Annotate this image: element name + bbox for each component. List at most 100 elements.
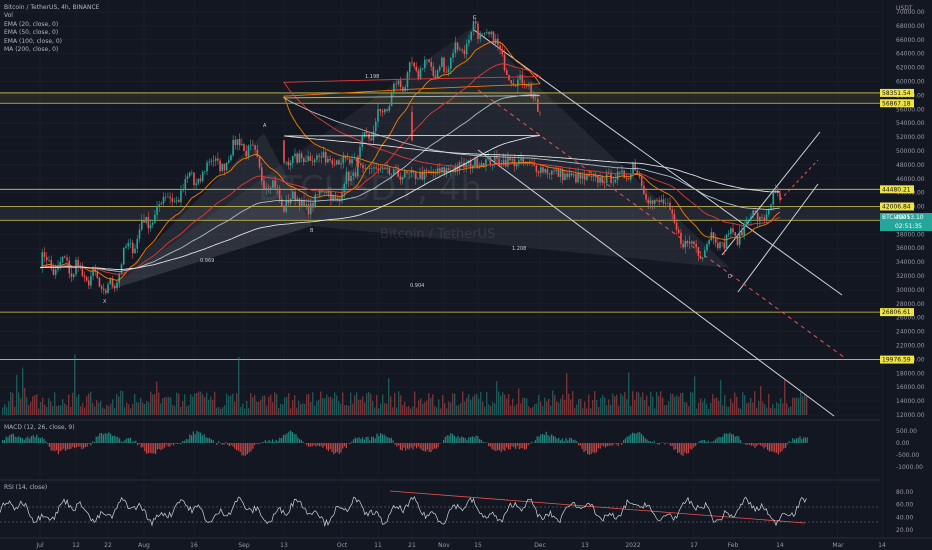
volume-bar	[160, 403, 162, 415]
volume-bar	[776, 402, 778, 415]
candle-body	[370, 138, 373, 141]
indicator-ma200[interactable]: MA (200, close, 0)	[4, 46, 59, 54]
candle-body	[363, 132, 366, 137]
macd-bar	[20, 437, 22, 443]
macd-bar	[88, 443, 90, 444]
volume-bar	[62, 398, 64, 415]
volume-bar	[234, 401, 236, 415]
macd-bar	[374, 438, 376, 443]
candle-body	[195, 183, 197, 186]
candle-body	[359, 146, 361, 158]
volume-bar	[422, 403, 424, 415]
price-tick-label: 60000.00	[896, 78, 925, 85]
macd-bar	[772, 443, 774, 452]
macd-bar	[558, 438, 560, 443]
volume-bar	[68, 394, 70, 415]
candle-body	[714, 238, 717, 243]
channel-up-lower	[737, 183, 819, 293]
rsi-tick-label: 20.00	[896, 527, 913, 534]
volume-bar	[584, 401, 586, 415]
candle-body	[265, 188, 268, 190]
volume-bar	[408, 405, 410, 415]
volume-bar	[42, 397, 44, 415]
ma200-line	[39, 135, 781, 271]
macd-label[interactable]: MACD (12, 26, close, 9)	[4, 424, 75, 431]
volume-bar	[650, 391, 652, 415]
time-tick-label: 11	[374, 542, 382, 549]
pattern-right	[312, 26, 730, 268]
pattern-ratio-label: 1.208	[512, 246, 526, 252]
macd-bar	[99, 433, 101, 443]
macd-bar	[714, 439, 716, 443]
macd-bar	[362, 437, 364, 443]
candle-body	[263, 180, 265, 190]
trend-lines	[473, 29, 846, 417]
rsi-label[interactable]: RSI (14, close)	[4, 484, 48, 491]
candle-body	[45, 257, 48, 261]
candle-body	[695, 244, 697, 248]
macd-bar	[369, 440, 371, 443]
candle-body	[395, 83, 397, 85]
time-tick-label: 12	[72, 542, 80, 549]
volume-bar	[560, 398, 562, 415]
macd-bar	[257, 443, 259, 445]
volume-bar	[700, 398, 702, 415]
macd-bar	[133, 441, 135, 443]
indicator-ema100[interactable]: EMA (100, close, 0)	[4, 37, 63, 45]
time-tick-label: 15	[474, 542, 482, 549]
candle-body	[72, 274, 75, 277]
last-price-badge: BTCUSDT 40453.10 02:51:35	[880, 213, 932, 231]
candle-body	[482, 163, 485, 168]
macd-bar	[180, 443, 182, 445]
candle-body	[438, 66, 441, 71]
macd-bar	[9, 434, 11, 443]
volume-bar	[236, 393, 238, 415]
candle-body	[649, 200, 652, 204]
macd-bar	[110, 433, 112, 443]
volume-bar	[636, 391, 638, 415]
macd-bar	[315, 443, 317, 447]
candle-body	[342, 156, 345, 164]
time-axis[interactable]: Jul 12 22 Aug 16 Sep 13 Oct 11 21 Nov 15 Dec 13 2022 17…	[35, 542, 886, 549]
volume-bar	[564, 399, 566, 415]
pattern-point-label: X	[103, 299, 107, 305]
volume-bar	[514, 406, 516, 415]
candle-body	[386, 109, 388, 111]
macd-bar	[311, 443, 313, 447]
volume-bar	[282, 404, 284, 415]
macd-bar	[32, 435, 34, 443]
candle-body	[434, 75, 437, 79]
indicator-ema50[interactable]: EMA (50, close, 0)	[4, 29, 59, 37]
macd-bar	[718, 436, 720, 443]
macd-bar	[84, 443, 86, 448]
volume-bar	[388, 378, 390, 415]
volume-bar	[20, 398, 22, 415]
macd-bar	[3, 440, 5, 443]
volume-bar	[226, 393, 228, 415]
macd-bar	[795, 438, 797, 443]
volume-bar	[748, 402, 750, 415]
volume-bar	[126, 402, 128, 415]
macd-bar	[729, 432, 731, 443]
candle-body	[487, 156, 489, 160]
candle-body	[301, 199, 303, 207]
macd-bar	[412, 443, 414, 450]
macd-bar	[698, 441, 700, 443]
candle-body	[452, 53, 454, 58]
candle-body	[395, 169, 397, 170]
macd-bar	[111, 435, 113, 443]
symbol-title[interactable]: Bitcoin / TetherUS, 4h, BINANCE	[4, 4, 100, 11]
indicator-ema20[interactable]: EMA (20, close, 0)	[4, 20, 59, 28]
volume-bar	[220, 408, 222, 415]
macd-bar	[227, 443, 229, 445]
macd-bar	[93, 442, 95, 443]
horizontal-levels	[0, 92, 880, 360]
volume-bar	[508, 394, 510, 415]
macd-bar	[241, 443, 243, 456]
volume-bar	[600, 398, 602, 415]
candle-body	[430, 62, 432, 67]
candle-body	[474, 158, 476, 166]
indicator-vol[interactable]: Vol	[4, 12, 13, 20]
candle-body	[258, 156, 261, 168]
